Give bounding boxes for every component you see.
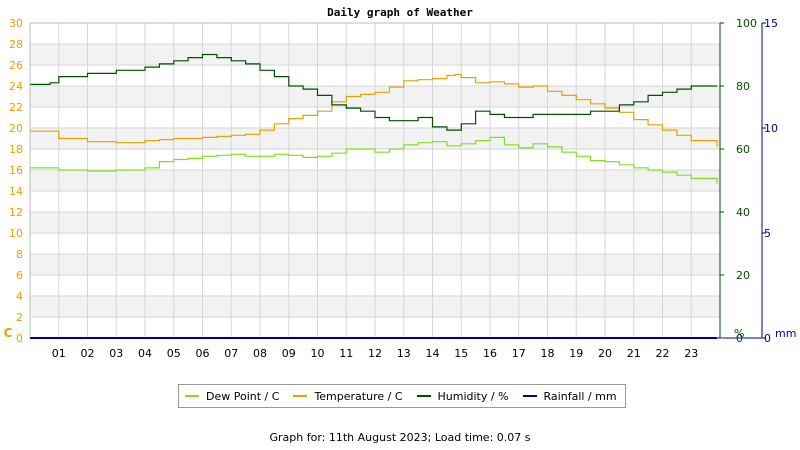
legend-item-1: Temperature / C (293, 389, 403, 403)
left-axis-tick-label: 22 (9, 101, 23, 114)
legend-swatch (522, 395, 537, 397)
x-axis-tick-label: 17 (512, 347, 526, 360)
x-axis-tick-label: 19 (569, 347, 583, 360)
right1-axis-tick-label: 80 (736, 80, 750, 93)
left-axis-tick-label: 24 (9, 80, 23, 93)
left-axis-unit: C (4, 326, 13, 340)
legend-swatch (416, 395, 431, 397)
x-axis-tick-label: 07 (224, 347, 238, 360)
left-axis-tick-label: 26 (9, 59, 23, 72)
series-line-0 (30, 136, 718, 184)
x-axis-tick-label: 22 (656, 347, 670, 360)
x-axis-tick-label: 01 (52, 347, 66, 360)
right2-axis-tick-label: 0 (764, 332, 771, 345)
left-axis-tick-label: 0 (16, 332, 23, 345)
left-axis-tick-label: 20 (9, 122, 23, 135)
x-axis-tick-label: 13 (397, 347, 411, 360)
right1-axis-tick-label: 20 (736, 269, 750, 282)
left-axis-tick-label: 16 (9, 164, 23, 177)
legend-label: Temperature / C (314, 389, 403, 403)
x-axis-tick-label: 08 (253, 347, 267, 360)
left-axis-tick-label: 30 (9, 17, 23, 30)
left-axis-tick-label: 12 (9, 206, 23, 219)
x-axis-tick-label: 14 (426, 347, 440, 360)
left-axis-tick-label: 6 (16, 269, 23, 282)
right1-axis-tick-label: 60 (736, 143, 750, 156)
legend-label: Dew Point / C (206, 389, 280, 403)
x-axis-tick-label: 02 (81, 347, 95, 360)
left-axis-tick-label: 2 (16, 311, 23, 324)
x-axis-tick-label: 05 (167, 347, 181, 360)
left-axis-tick-label: 8 (16, 248, 23, 261)
legend-swatch (293, 395, 308, 397)
x-axis-tick-label: 04 (138, 347, 152, 360)
right1-axis-tick-label: 40 (736, 206, 750, 219)
right2-axis-tick-label: 10 (764, 122, 778, 135)
right2-axis-unit: mm (775, 327, 796, 340)
left-axis-tick-label: 14 (9, 185, 23, 198)
right2-axis-tick-label: 15 (764, 17, 778, 30)
x-axis-tick-label: 11 (339, 347, 353, 360)
left-axis-tick-label: 28 (9, 38, 23, 51)
footer-text: Graph for: 11th August 2023; Load time: … (269, 431, 531, 444)
footer: Graph for: 11th August 2023; Load time: … (0, 431, 800, 444)
x-axis-tick-label: 23 (684, 347, 698, 360)
left-axis-tick-label: 10 (9, 227, 23, 240)
legend-label: Humidity / % (437, 389, 509, 403)
x-axis-tick-label: 15 (454, 347, 468, 360)
series-line-1 (30, 73, 718, 147)
x-axis-tick-label: 09 (282, 347, 296, 360)
x-axis-tick-label: 21 (627, 347, 641, 360)
x-axis-tick-label: 10 (311, 347, 325, 360)
left-axis-tick-label: 4 (16, 290, 23, 303)
right1-axis-tick-label: 100 (736, 17, 757, 30)
legend-item-3: Rainfall / mm (522, 389, 617, 403)
x-axis-tick-label: 18 (541, 347, 555, 360)
legend-swatch (185, 395, 199, 397)
right2-axis-tick-label: 5 (764, 227, 771, 240)
x-axis-tick-label: 03 (109, 347, 123, 360)
series-line-2 (30, 53, 718, 131)
x-axis-tick-label: 16 (483, 347, 497, 360)
right1-axis-unit: % (734, 327, 744, 340)
x-axis-tick-label: 12 (368, 347, 382, 360)
legend-item-0: Dew Point / C (185, 390, 279, 403)
legend-label: Rainfall / mm (543, 389, 617, 403)
left-axis-tick-label: 18 (9, 143, 23, 156)
right1-axis-tick-label: 0 (736, 332, 743, 345)
legend-item-2: Humidity / % (416, 389, 509, 403)
x-axis-tick-label: 20 (598, 347, 612, 360)
chart-title: Daily graph of Weather (327, 6, 473, 19)
chart-legend: Dew Point / C Temperature / C Humidity / %… (178, 384, 626, 408)
x-axis-tick-label: 06 (196, 347, 210, 360)
